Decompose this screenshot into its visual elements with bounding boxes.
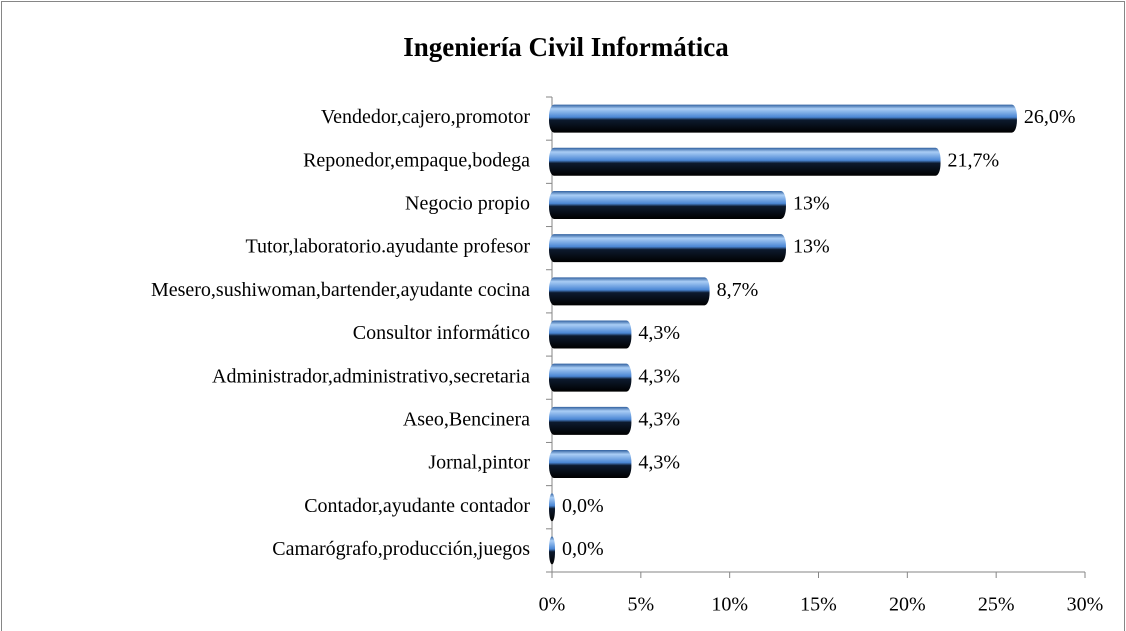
y-tick-label: Aseo,Bencinera — [403, 408, 530, 430]
bar — [549, 536, 555, 565]
y-tick-label: Contador,ayudante contador — [304, 495, 530, 517]
bar — [549, 147, 941, 176]
y-tick-label: Vendedor,cajero,promotor — [321, 106, 530, 128]
chart-title: Ingeniería Civil Informática — [403, 32, 729, 62]
bar — [549, 493, 555, 522]
value-label: 8,7% — [717, 279, 759, 301]
y-tick-label: Reponedor,empaque,bodega — [303, 149, 530, 171]
value-label: 0,0% — [562, 538, 604, 560]
value-label: 26,0% — [1024, 106, 1076, 128]
y-tick-label: Administrador,administrativo,secretaria — [212, 365, 530, 387]
x-tick-label: 30% — [1067, 594, 1104, 616]
value-label: 13% — [793, 193, 830, 215]
value-label: 4,3% — [638, 322, 680, 344]
y-tick-label: Tutor,laboratorio.ayudante profesor — [245, 236, 530, 258]
bar — [549, 190, 786, 219]
x-tick-label: 20% — [889, 594, 926, 616]
value-label: 0,0% — [562, 495, 604, 517]
y-tick-label: Jornal,pintor — [428, 452, 530, 474]
bar — [549, 277, 710, 306]
y-tick-label: Camarógrafo,producción,juegos — [272, 538, 530, 560]
x-tick-label: 25% — [978, 594, 1015, 616]
x-tick-label: 15% — [800, 594, 837, 616]
y-tick-label: Negocio propio — [405, 193, 530, 215]
x-tick-label: 0% — [539, 594, 566, 616]
value-label: 21,7% — [948, 149, 1000, 171]
bar — [549, 320, 632, 349]
bar — [549, 363, 632, 392]
bar — [549, 406, 632, 435]
bar — [549, 450, 632, 479]
value-label: 4,3% — [638, 408, 680, 430]
x-tick-label: 10% — [711, 594, 748, 616]
value-label: 4,3% — [638, 452, 680, 474]
x-tick-label: 5% — [627, 594, 654, 616]
value-label: 4,3% — [638, 365, 680, 387]
value-label: 13% — [793, 236, 830, 258]
bar — [549, 104, 1017, 133]
bar — [549, 234, 786, 263]
y-tick-label: Mesero,sushiwoman,bartender,ayudante coc… — [151, 279, 530, 301]
y-tick-label: Consultor informático — [353, 322, 530, 344]
